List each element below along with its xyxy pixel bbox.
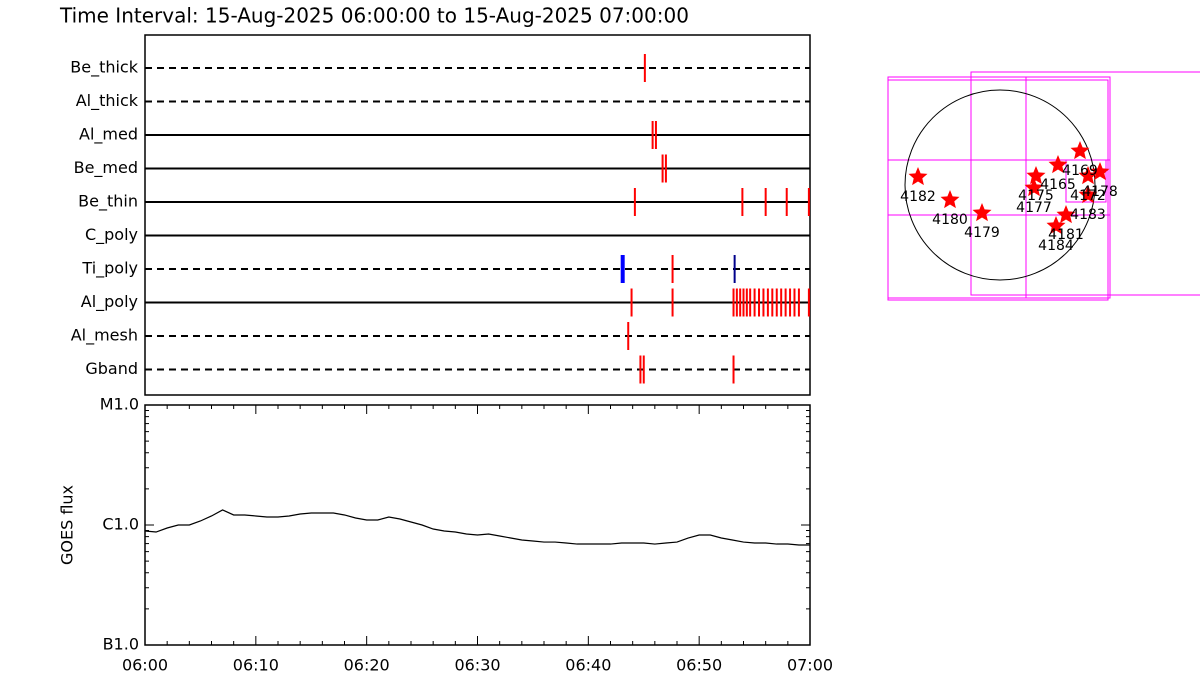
y-tick-label: M1.0 <box>100 395 139 414</box>
x-tick-label: 06:20 <box>344 656 390 675</box>
ar-star <box>908 167 928 186</box>
ar-label: 4179 <box>964 225 1000 241</box>
row-label: C_poly <box>85 225 138 245</box>
row-label: Ti_poly <box>81 259 138 279</box>
goes-line <box>144 509 810 546</box>
ar-label: 4177 <box>1016 200 1052 216</box>
ar-star <box>972 203 992 222</box>
fov-boxes <box>887 71 1200 301</box>
ar-label: 4181 <box>1048 227 1084 243</box>
row-label: Al_poly <box>81 292 138 312</box>
row-label: Be_thick <box>70 58 138 78</box>
events-frame <box>144 34 811 396</box>
ar-label: 4180 <box>932 212 968 228</box>
goes-frame <box>144 404 811 646</box>
ar-star <box>1046 216 1066 235</box>
chart-title: Time Interval: 15-Aug-2025 06:00:00 to 1… <box>59 4 689 28</box>
row-label: Al_mesh <box>71 326 138 346</box>
ar-star <box>1070 141 1090 160</box>
ar-star <box>1048 155 1068 174</box>
x-tick-label: 06:10 <box>233 656 279 675</box>
y-tick-label: C1.0 <box>102 515 139 534</box>
x-tick-label: 06:40 <box>565 656 611 675</box>
ar-star <box>1090 162 1110 181</box>
row-label: Al_med <box>79 125 138 145</box>
ar-label: 4169 <box>1062 163 1098 179</box>
x-tick-label: 06:30 <box>454 656 500 675</box>
fov-box <box>970 71 1200 296</box>
x-tick-label: 06:00 <box>122 656 168 675</box>
ar-star <box>1024 178 1044 197</box>
row-label: Gband <box>85 359 138 378</box>
row-label: Al_thick <box>76 91 139 111</box>
y-tick-label: B1.0 <box>103 635 139 654</box>
ar-star <box>1078 166 1098 185</box>
fov-box <box>1065 159 1107 203</box>
ar-label: 4175 <box>1018 188 1054 204</box>
ar-star <box>1078 185 1098 204</box>
x-tick-label: 07:00 <box>787 656 833 675</box>
row-label: Be_thin <box>78 192 138 212</box>
ar-label: 4165 <box>1040 177 1076 193</box>
ar-label: 4172 <box>1070 188 1106 204</box>
ar-label: 4178 <box>1082 184 1118 200</box>
fov-box <box>887 79 1109 301</box>
solar-disk <box>904 89 1096 281</box>
ar-star <box>940 190 960 209</box>
ar-label: 4183 <box>1070 207 1106 223</box>
ar-label: 4184 <box>1038 238 1074 254</box>
ar-label: 4182 <box>900 189 936 205</box>
x-tick-label: 06:50 <box>676 656 722 675</box>
row-label: Be_med <box>74 158 138 178</box>
y-axis-label: GOES flux <box>58 485 77 565</box>
ar-star <box>1056 205 1076 224</box>
ar-star <box>1026 166 1046 185</box>
